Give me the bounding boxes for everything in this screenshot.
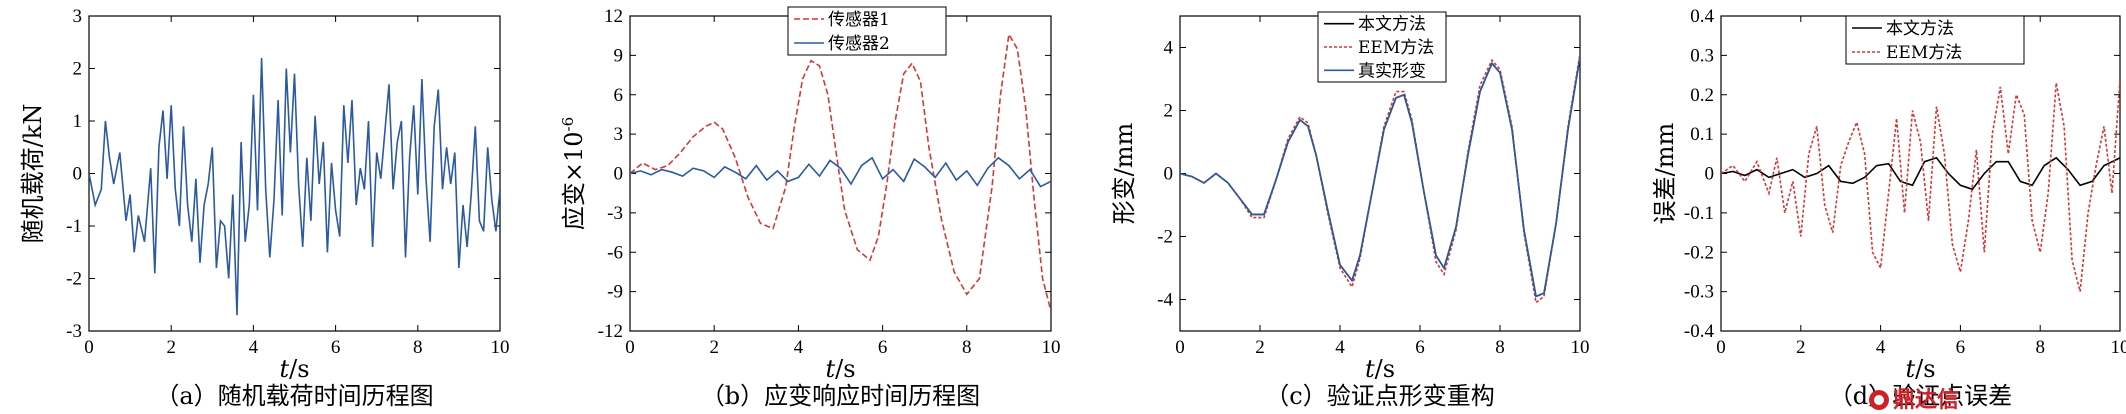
y-tick-label: 1 bbox=[73, 111, 83, 132]
legend-label: 本文方法 bbox=[1358, 15, 1426, 35]
y-tick-label: 12 bbox=[604, 6, 623, 27]
legend-label: EEM方法 bbox=[1886, 43, 1962, 63]
y-axis-label: 误差/mm bbox=[1651, 122, 1679, 224]
y-tick-label: 9 bbox=[614, 45, 624, 66]
y-axis-label: 形变/mm bbox=[1110, 122, 1138, 224]
y-tick-label: -12 bbox=[598, 321, 623, 342]
series-line-EEM方法 bbox=[1721, 78, 2120, 292]
x-tick-label: 6 bbox=[1415, 337, 1425, 358]
y-tick-label: -0.2 bbox=[1684, 242, 1714, 263]
y-tick-label: -2 bbox=[66, 269, 82, 290]
legend-label: 传感器2 bbox=[828, 34, 890, 54]
x-tick-label: 4 bbox=[794, 337, 804, 358]
y-tick-label: 3 bbox=[614, 124, 624, 145]
y-tick-label: 2 bbox=[1164, 101, 1174, 122]
svg-text:鼎达信: 鼎达信 bbox=[1893, 387, 1959, 413]
series-line-传感器2 bbox=[630, 156, 1051, 188]
x-tick-label: 10 bbox=[491, 337, 510, 358]
series-line-真实形变 bbox=[1180, 56, 1580, 298]
panel-d: 0 2 4 6 8 10 0.4 0.3 0.2 0.1 0 -0.1 -0.2 -0.3 -0.4 误差/m… bbox=[1651, 6, 2126, 410]
legend-label: 真实形变 bbox=[1358, 61, 1426, 81]
x-tick-label: 2 bbox=[1796, 337, 1806, 358]
x-axis-label: t/s bbox=[279, 355, 309, 383]
y-tick-label: -1 bbox=[66, 216, 82, 237]
x-tick-label: 8 bbox=[413, 337, 423, 358]
y-tick-label: -2 bbox=[1157, 227, 1173, 248]
y-tick-label: -6 bbox=[607, 242, 623, 263]
series-line-传感器1 bbox=[630, 31, 1051, 312]
x-axis-label: t/s bbox=[1905, 355, 1935, 383]
x-tick-label: 6 bbox=[1956, 337, 1966, 358]
x-tick-label: 2 bbox=[166, 337, 176, 358]
y-tick-label: -3 bbox=[607, 203, 623, 224]
y-tick-label: -0.1 bbox=[1684, 203, 1714, 224]
panel-caption: （a）随机载荷时间历程图 bbox=[155, 382, 433, 410]
y-tick-label: -4 bbox=[1157, 290, 1173, 311]
watermark-logo: 鼎达信 bbox=[1869, 387, 1959, 413]
panel-caption: （d）验证点误差 bbox=[1829, 382, 2012, 410]
x-tick-label: 10 bbox=[2111, 337, 2126, 358]
y-tick-label: 6 bbox=[614, 85, 624, 106]
series-line-series-0 bbox=[89, 57, 500, 316]
y-tick-label: 0.1 bbox=[1690, 124, 1714, 145]
panel-b: 0 2 4 6 8 10 12 9 6 3 0 -3 -6 -9 -12 应变×10-6 t/s（b）应变响应时… bbox=[559, 6, 1061, 410]
x-tick-label: 2 bbox=[709, 337, 719, 358]
x-tick-label: 6 bbox=[878, 337, 888, 358]
y-tick-label: 0.2 bbox=[1690, 85, 1714, 106]
x-tick-label: 8 bbox=[1495, 337, 1505, 358]
y-tick-label: 4 bbox=[1164, 38, 1174, 59]
y-tick-label: -3 bbox=[66, 321, 82, 342]
y-tick-label: 0 bbox=[1164, 164, 1174, 185]
y-tick-label: 3 bbox=[73, 6, 83, 27]
y-axis-label: 随机载荷/kN bbox=[19, 104, 47, 244]
x-tick-label: 0 bbox=[84, 337, 94, 358]
panel-caption: （c）验证点形变重构 bbox=[1265, 382, 1494, 410]
y-tick-label: 0 bbox=[1705, 164, 1715, 185]
y-axis-label: 应变×10-6 bbox=[559, 117, 588, 230]
x-tick-label: 8 bbox=[2035, 337, 2045, 358]
x-tick-label: 6 bbox=[331, 337, 341, 358]
panel-c: 0 2 4 6 8 10 4 2 0 -2 -4 形变/mm t/s（c）验证点形变重构 本文方法 EEM方… bbox=[1110, 11, 1590, 410]
x-tick-label: 0 bbox=[1716, 337, 1726, 358]
x-tick-label: 4 bbox=[249, 337, 259, 358]
x-tick-label: 4 bbox=[1876, 337, 1886, 358]
legend-label: EEM方法 bbox=[1358, 38, 1434, 58]
legend-label: 本文方法 bbox=[1886, 19, 1954, 39]
x-axis-label: t/s bbox=[825, 355, 855, 383]
x-tick-label: 0 bbox=[625, 337, 635, 358]
y-tick-label: 0.4 bbox=[1690, 6, 1714, 27]
x-tick-label: 4 bbox=[1335, 337, 1345, 358]
y-tick-label: 0 bbox=[614, 164, 624, 185]
y-tick-label: 0 bbox=[73, 164, 83, 185]
y-tick-label: 0.3 bbox=[1690, 45, 1714, 66]
x-tick-label: 8 bbox=[962, 337, 972, 358]
x-tick-label: 10 bbox=[1571, 337, 1590, 358]
panel-caption: （b）应变响应时间历程图 bbox=[701, 382, 980, 410]
y-axis-label-superscript: -6 bbox=[559, 117, 577, 132]
series-line-本文方法 bbox=[1180, 56, 1580, 298]
plot-frame bbox=[629, 15, 1052, 332]
y-tick-label: -0.4 bbox=[1684, 321, 1715, 342]
legend-box bbox=[1845, 15, 2025, 65]
y-tick-label: -0.3 bbox=[1684, 282, 1714, 303]
x-axis-label: t/s bbox=[1365, 355, 1395, 383]
y-tick-label: 2 bbox=[73, 59, 83, 80]
x-tick-label: 2 bbox=[1255, 337, 1265, 358]
x-tick-label: 10 bbox=[1042, 337, 1061, 358]
series-line-EEM方法 bbox=[1180, 53, 1580, 305]
legend-box bbox=[787, 6, 947, 56]
y-tick-label: -9 bbox=[607, 282, 623, 303]
series-line-本文方法 bbox=[1721, 156, 2120, 191]
x-tick-label: 0 bbox=[1175, 337, 1185, 358]
legend-label: 传感器1 bbox=[828, 10, 890, 30]
